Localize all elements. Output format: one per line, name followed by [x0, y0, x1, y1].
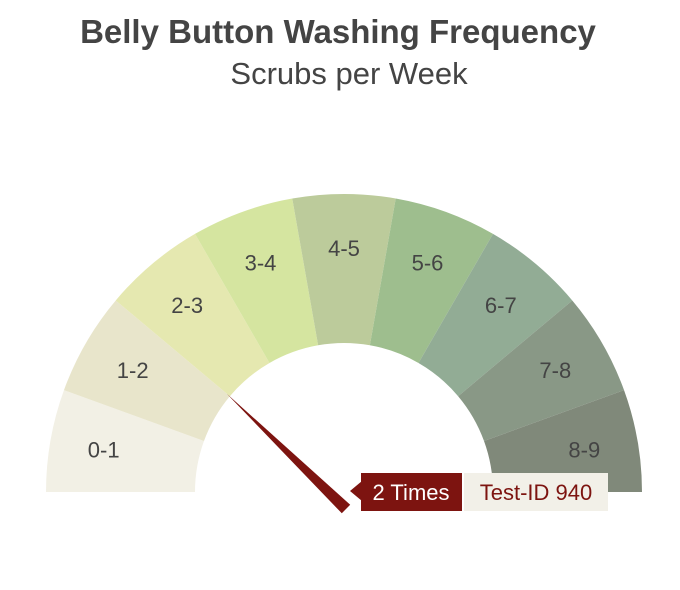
- annotation-background: [464, 473, 608, 511]
- gauge-segment-6-7: [418, 233, 573, 397]
- gauge-segments: [46, 193, 642, 492]
- gauge-segment-7-8: [458, 300, 625, 442]
- badge-box: [361, 473, 462, 511]
- gauge-needle: [226, 393, 351, 514]
- gauge-segment-5-6: [369, 198, 493, 363]
- gauge-segment-label: 2-3: [171, 293, 203, 318]
- gauge-segment-label: 4-5: [328, 236, 360, 261]
- gauge-segment-label: 7-8: [539, 358, 571, 383]
- gauge-segment-8-9: [484, 390, 642, 492]
- gauge-segment-label: 8-9: [568, 438, 600, 463]
- gauge-segment-1-2: [63, 300, 230, 442]
- chart-subtitle: Scrubs per Week: [230, 56, 468, 91]
- gauge-segment-0-1: [46, 390, 204, 492]
- gauge-segment-3-4: [195, 198, 319, 363]
- gauge-segment-label: 5-6: [412, 251, 444, 276]
- chart-title: Belly Button Washing Frequency: [80, 13, 596, 50]
- test-id-annotation: Test-ID 940: [480, 480, 593, 505]
- badge-pointer: [350, 481, 362, 501]
- gauge-segment-label: 0-1: [88, 438, 120, 463]
- needle-value-badge: 2 Times: [350, 473, 462, 511]
- gauge-segment-2-3: [115, 233, 270, 397]
- gauge-segment-label: 6-7: [485, 293, 517, 318]
- gauge-segment-4-5: [292, 193, 396, 346]
- gauge-segment-labels: 0-1 1-2 2-3 3-4 4-5 5-6 6-7 7-8 8-9: [88, 236, 600, 463]
- gauge-segment-label: 3-4: [245, 251, 277, 276]
- needle-value-label: 2 Times: [372, 480, 449, 505]
- gauge-segment-label: 1-2: [117, 358, 149, 383]
